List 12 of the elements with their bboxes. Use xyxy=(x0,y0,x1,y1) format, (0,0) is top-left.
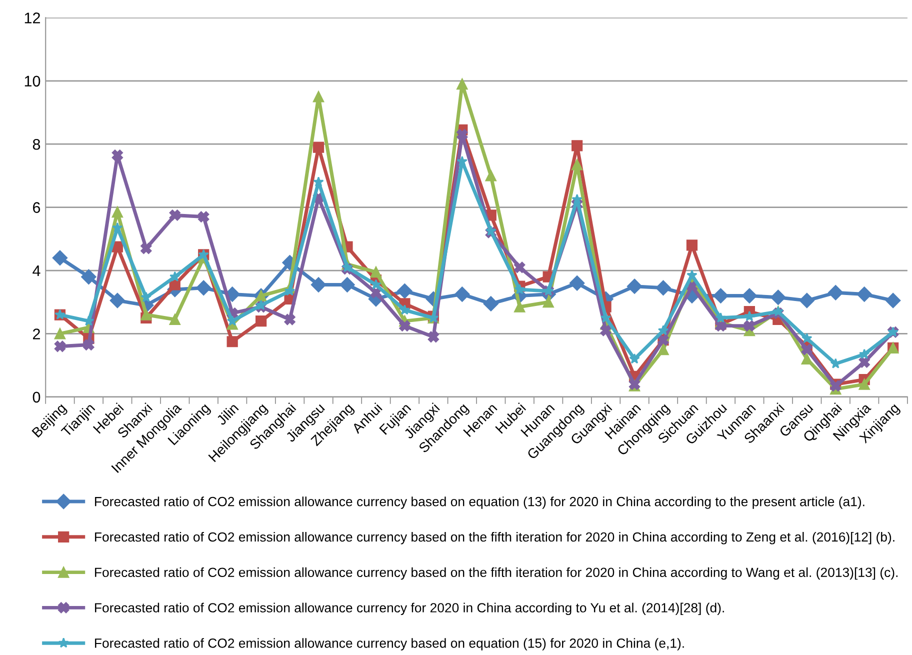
y-tick-label: 8 xyxy=(32,138,40,150)
y-tick-label: 10 xyxy=(24,76,40,87)
legend-label: Forecasted ratio of CO2 emission allowance currency based on equation (13) for 2020 in China according to the present article (a1). xyxy=(95,496,864,509)
y-tick-label: 4 xyxy=(32,266,40,276)
y-tick-label: 12 xyxy=(24,12,40,24)
legend-label: Forecasted ratio of CO2 emission allowance currency based on the fifth iteration for 2020 in China according to Wang et al. (2013)[13] (c). xyxy=(95,567,898,580)
legend-label: Forecasted ratio of CO2 emission allowance currency based on the fifth iteration for 2020 in China according to Zeng et al. (2016)[12] (b). xyxy=(95,532,894,544)
y-tick-label: 2 xyxy=(33,328,40,340)
y-tick-label: 6 xyxy=(33,202,40,213)
legend-label: Forecasted ratio of CO2 emission allowance currency based on equation (15) for 2020 in China (e,1). xyxy=(95,638,684,650)
legend-label: Forecasted ratio of CO2 emission allowance currency for 2020 in China according to Yu et al. (2014)[28] (d). xyxy=(95,602,724,616)
y-tick-label: 0 xyxy=(32,392,40,403)
